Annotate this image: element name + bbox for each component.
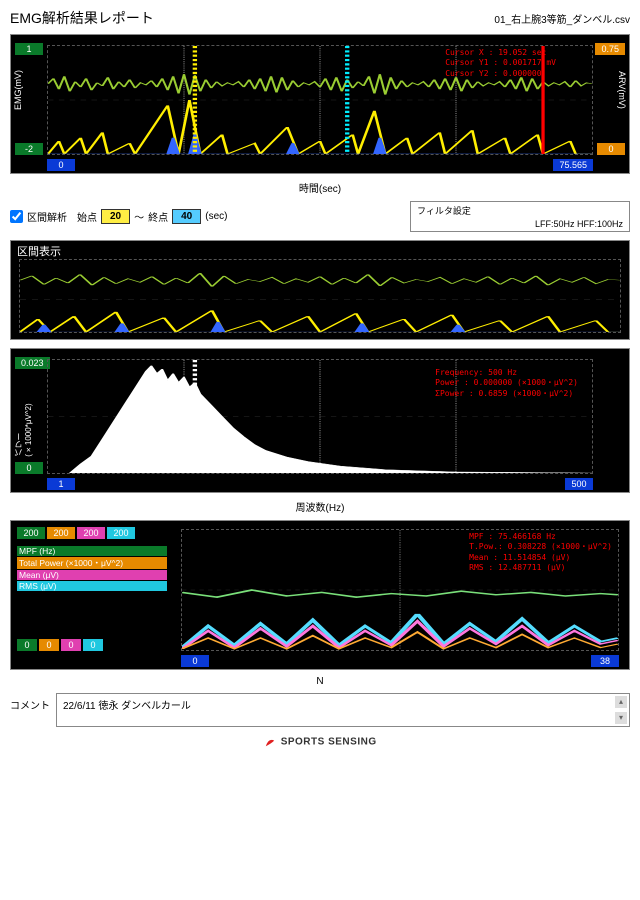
emg-time-chart: 1 -2 0.75 0 0 75.565 EMG(mV) ARV(mV) Cur… xyxy=(10,34,630,174)
xmax-badge: 75.565 xyxy=(553,159,593,171)
xmin-badge: 0 xyxy=(47,159,75,171)
filter-title: フィルタ設定 xyxy=(417,204,623,217)
c3-xmax-badge: 500 xyxy=(565,478,593,490)
chart2-plot-area[interactable] xyxy=(19,259,621,333)
legend-mpf: MPF (Hz) xyxy=(17,546,167,556)
chart2-title: 区間表示 xyxy=(17,243,61,259)
interval-checkbox[interactable] xyxy=(10,210,23,223)
start-value[interactable]: 20 xyxy=(101,209,130,224)
c4-bottom-badges: 0 0 0 0 xyxy=(17,639,103,651)
footer-brand: SPORTS SENSING xyxy=(10,735,630,749)
comment-label: コメント xyxy=(10,693,50,712)
legend-mean: Mean (μV) xyxy=(17,570,167,580)
spectrum-chart: 0.023 0 1 500 パワー(×1000*μV^2) Frequency:… xyxy=(10,348,630,493)
end-value[interactable]: 40 xyxy=(172,209,201,224)
interval-waveform xyxy=(20,260,620,332)
chart1-overlay: Cursor X : 19.052 sec Cursor Y1 : 0.0017… xyxy=(445,48,556,79)
chart3-overlay: Frequency: 500 Hz Power : 0.000000 (×100… xyxy=(435,368,578,399)
comment-text: 22/6/11 徳永 ダンベルカール xyxy=(63,701,191,712)
chart4-overlay: MPF : 75.466168 Hz T.Pow.: 0.308228 (×10… xyxy=(469,532,612,574)
chart1-x-label: 時間(sec) xyxy=(10,180,630,195)
unit-label: (sec) xyxy=(205,211,227,222)
ymin-right-badge: 0 xyxy=(597,143,625,155)
chart4-plot-area[interactable]: MPF : 75.466168 Hz T.Pow.: 0.308228 (×10… xyxy=(181,529,619,651)
start-label: 始点 xyxy=(77,209,97,224)
ymin-left-badge: -2 xyxy=(15,143,43,155)
comment-input[interactable]: 22/6/11 徳永 ダンベルカール ▴ ▾ xyxy=(56,693,630,727)
chart4-x-label: N xyxy=(10,676,630,687)
brand-logo-icon xyxy=(263,735,277,749)
interval-checkbox-label: 区間解析 xyxy=(27,209,67,224)
filename: 01_右上腕3等筋_ダンベル.csv xyxy=(494,11,630,26)
end-label: 終点 xyxy=(148,209,168,224)
scroll-up-icon[interactable]: ▴ xyxy=(615,696,627,708)
tilde: ～ xyxy=(134,209,144,224)
legend-rms: RMS (μV) xyxy=(17,581,167,591)
c3-y-label: パワー(×1000*μV^2) xyxy=(13,385,33,457)
y-axis-left-label: EMG(mV) xyxy=(13,70,23,110)
c4-xmax-badge: 38 xyxy=(591,655,619,667)
c3-ymin-badge: 0 xyxy=(15,462,43,474)
c3-ymax-badge: 0.023 xyxy=(15,357,50,369)
ymax-right-badge: 0.75 xyxy=(595,43,625,55)
chart3-x-label: 周波数(Hz) xyxy=(10,499,630,514)
multi-metric-chart: 200 200 200 200 MPF (Hz) Total Power (×1… xyxy=(10,520,630,670)
c4-legend: MPF (Hz) Total Power (×1000・μV^2) Mean (… xyxy=(17,545,167,592)
interval-chart: 区間表示 xyxy=(10,240,630,340)
chart3-plot-area[interactable]: Frequency: 500 Hz Power : 0.000000 (×100… xyxy=(47,359,593,474)
filter-value: LFF:50Hz HFF:100Hz xyxy=(417,219,623,229)
y-axis-right-label: ARV(mV) xyxy=(617,71,627,109)
page-title: EMG解析結果レポート xyxy=(10,8,154,28)
filter-settings: フィルタ設定 LFF:50Hz HFF:100Hz xyxy=(410,201,630,232)
ymax-left-badge: 1 xyxy=(15,43,43,55)
c3-xmin-badge: 1 xyxy=(47,478,75,490)
interval-controls: 区間解析 始点 20 ～ 終点 40 (sec) フィルタ設定 LFF:50Hz… xyxy=(10,201,630,232)
legend-tpow: Total Power (×1000・μV^2) xyxy=(17,557,167,569)
scroll-down-icon[interactable]: ▾ xyxy=(615,712,627,724)
c4-xmin-badge: 0 xyxy=(181,655,209,667)
c4-top-badges: 200 200 200 200 xyxy=(17,527,135,539)
chart1-plot-area[interactable]: Cursor X : 19.052 sec Cursor Y1 : 0.0017… xyxy=(47,45,593,155)
